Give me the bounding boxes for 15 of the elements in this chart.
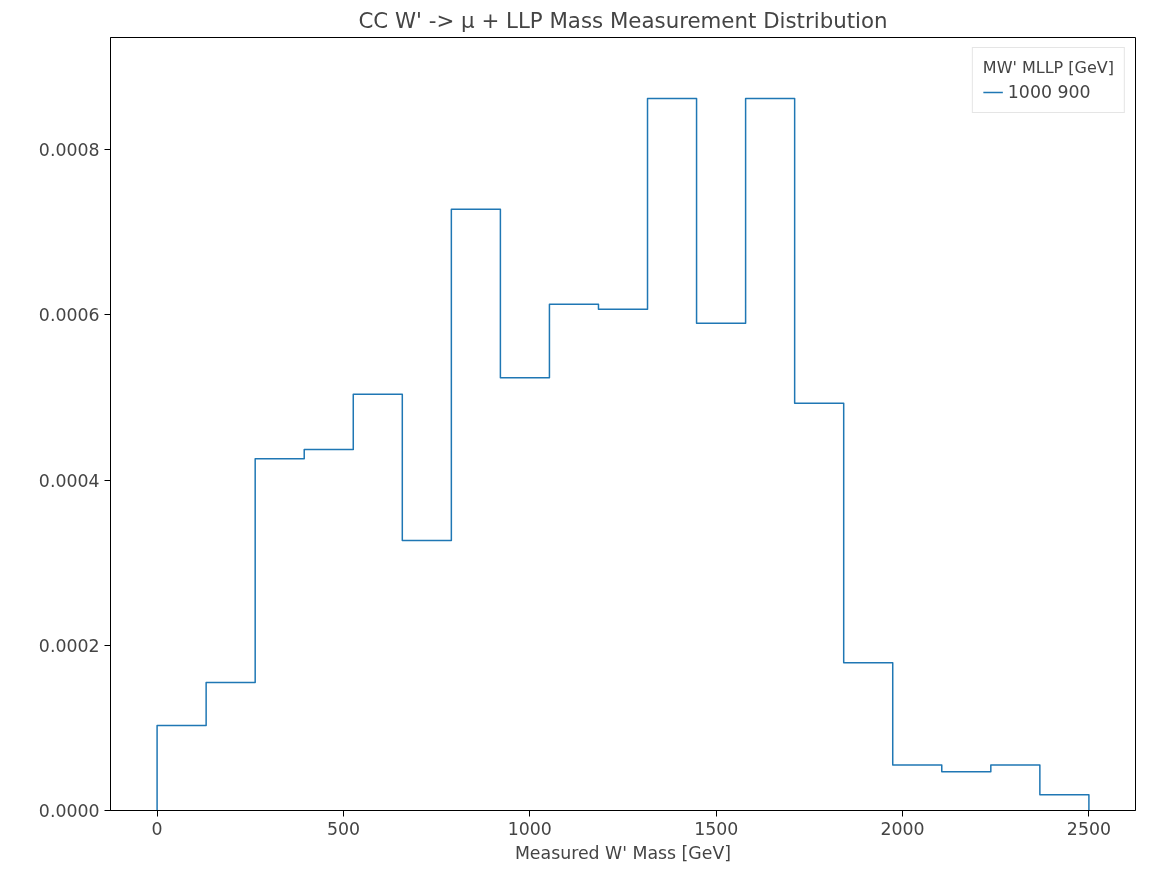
y-tick-label: 0.0002 — [38, 635, 100, 656]
x-tick-label: 2000 — [880, 818, 925, 839]
y-tick-label: 0.0000 — [38, 801, 100, 821]
legend-label: 1000 900 — [1007, 82, 1091, 102]
x-tick-label: 0 — [151, 818, 163, 839]
x-tick-label: 500 — [326, 818, 360, 839]
x-tick-label: 1500 — [694, 818, 739, 839]
y-tick-label: 0.0004 — [38, 470, 100, 491]
x-tick-label: 1000 — [507, 818, 552, 839]
y-tick-label: 0.0006 — [38, 305, 100, 326]
x-axis-title: Measured W' Mass [GeV] — [514, 842, 732, 863]
chart-title: CC W' -> μ + LLP Mass Measurement Distribution — [358, 7, 888, 33]
y-tick-label: 0.0008 — [38, 140, 100, 161]
legend-title: MW' MLLP [GeV] — [982, 58, 1114, 77]
x-tick-label: 2500 — [1066, 818, 1111, 839]
